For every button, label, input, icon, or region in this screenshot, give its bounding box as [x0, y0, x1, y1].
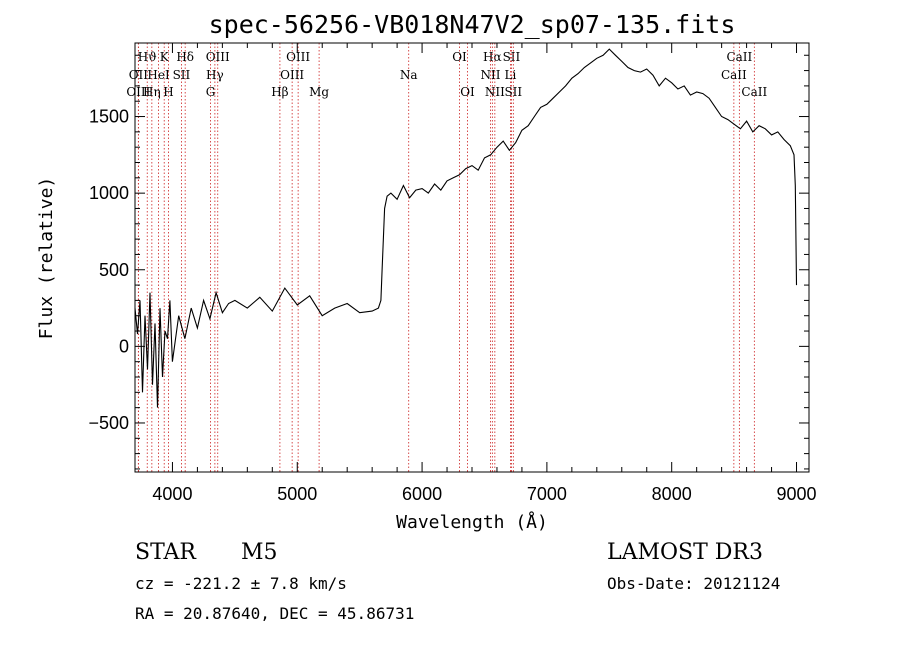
line-label-SII: SII: [504, 85, 522, 99]
y-tick-label: 1500: [89, 107, 129, 127]
line-label-OIII: OIII: [280, 68, 304, 82]
line-label-NII: NII: [485, 85, 505, 99]
line-label-SII: SII: [173, 68, 191, 82]
line-label-SII: SII: [503, 50, 521, 64]
line-label-Mg: Mg: [309, 85, 329, 99]
y-tick-label: 500: [99, 260, 129, 280]
line-label-K: K: [160, 50, 170, 64]
y-axis-label: Flux (relative): [36, 177, 57, 340]
x-axis-ticks: 4000 5000 6000 7000 8000 9000: [152, 43, 817, 504]
line-label-Hϑ: Hϑ: [138, 50, 157, 64]
line-label-HeI: HeI: [147, 68, 170, 82]
y-tick-label: 0: [119, 336, 129, 356]
coordinates-text: RA = 20.87640, DEC = 45.86731: [135, 604, 415, 623]
redshift-text: cz = -221.2 ± 7.8 km/s: [135, 574, 347, 593]
chart-title: spec-56256-VB018N47V2_sp07-135.fits: [209, 10, 736, 39]
line-label-OIII: OIII: [286, 50, 310, 64]
line-label-Hβ: Hβ: [271, 85, 288, 99]
plot-frame: [134, 42, 810, 473]
line-label-Hδ: Hδ: [176, 50, 194, 64]
line-label-Hα: Hα: [483, 50, 502, 64]
line-label-OI: OI: [452, 50, 467, 64]
x-tick-label: 8000: [652, 484, 692, 504]
line-label-NII: NII: [480, 68, 500, 82]
x-tick-label: 6000: [402, 484, 442, 504]
line-label-Li: Li: [505, 68, 517, 82]
line-label-G: G: [206, 85, 216, 99]
object-type: STAR: [135, 540, 196, 565]
y-axis-ticks: −500 0 500 1000 1500: [88, 54, 809, 470]
x-axis-label: Wavelength (Å): [396, 511, 548, 533]
object-subclass: M5: [241, 540, 278, 565]
x-tick-label: 5000: [277, 484, 317, 504]
line-label-OIII: OIII: [206, 50, 230, 64]
flux-series-line: [134, 48, 798, 408]
line-label-Na: Na: [400, 68, 418, 82]
line-label-OIII: OIII: [126, 85, 150, 99]
x-tick-label: 9000: [776, 484, 816, 504]
line-label-H: H: [163, 85, 173, 99]
line-label-CaII: CaII: [726, 50, 752, 64]
x-tick-label: 7000: [527, 484, 567, 504]
line-label-CaII: CaII: [741, 85, 767, 99]
obs-date-text: Obs-Date: 20121124: [607, 574, 781, 593]
line-label-Hγ: Hγ: [206, 68, 224, 82]
line-label-Hη: Hη: [143, 85, 161, 99]
y-tick-label: −500: [88, 413, 129, 433]
line-label-OI: OI: [460, 85, 475, 99]
line-label-CaII: CaII: [721, 68, 747, 82]
survey-name: LAMOST DR3: [607, 540, 763, 565]
y-tick-label: 1000: [89, 183, 129, 203]
x-tick-label: 4000: [152, 484, 192, 504]
